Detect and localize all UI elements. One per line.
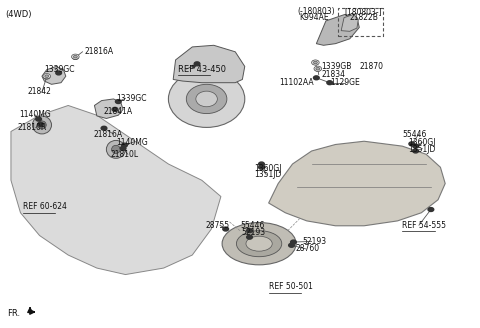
Circle shape bbox=[72, 55, 78, 59]
Text: 21834: 21834 bbox=[321, 70, 345, 79]
Text: REF 60-624: REF 60-624 bbox=[23, 202, 67, 212]
Circle shape bbox=[72, 54, 79, 59]
Polygon shape bbox=[95, 99, 123, 118]
Text: [180803-]: [180803-] bbox=[344, 7, 382, 16]
Circle shape bbox=[36, 117, 41, 121]
Circle shape bbox=[45, 75, 48, 77]
Polygon shape bbox=[316, 14, 360, 45]
Text: 21816A: 21816A bbox=[85, 47, 114, 56]
Circle shape bbox=[312, 61, 318, 65]
Ellipse shape bbox=[246, 236, 272, 251]
Text: 21841A: 21841A bbox=[104, 108, 133, 116]
Ellipse shape bbox=[186, 84, 227, 113]
Ellipse shape bbox=[112, 145, 120, 154]
Polygon shape bbox=[42, 67, 66, 84]
Circle shape bbox=[43, 73, 50, 79]
Text: 28755: 28755 bbox=[205, 221, 230, 230]
Text: 1140MG: 1140MG bbox=[116, 138, 148, 147]
Polygon shape bbox=[173, 45, 245, 83]
Circle shape bbox=[56, 71, 61, 75]
Circle shape bbox=[313, 76, 319, 80]
Text: 21870: 21870 bbox=[360, 62, 384, 71]
Circle shape bbox=[223, 227, 228, 231]
Text: 52193: 52193 bbox=[241, 228, 265, 237]
Polygon shape bbox=[11, 106, 221, 275]
Text: 21822B: 21822B bbox=[350, 13, 379, 22]
Circle shape bbox=[316, 68, 320, 70]
Circle shape bbox=[120, 146, 126, 150]
Circle shape bbox=[101, 126, 107, 130]
Circle shape bbox=[413, 144, 419, 148]
Text: 52193: 52193 bbox=[302, 237, 326, 246]
Text: 55446: 55446 bbox=[240, 221, 264, 230]
Text: 21842: 21842 bbox=[28, 87, 51, 96]
Circle shape bbox=[44, 75, 49, 79]
Ellipse shape bbox=[168, 71, 245, 127]
Text: 1339GB: 1339GB bbox=[321, 62, 351, 71]
Text: 11102AA: 11102AA bbox=[279, 78, 314, 87]
Circle shape bbox=[315, 67, 321, 71]
Circle shape bbox=[413, 149, 419, 153]
Circle shape bbox=[290, 240, 296, 244]
Text: 1129GE: 1129GE bbox=[331, 78, 360, 87]
Text: 21816A: 21816A bbox=[93, 130, 122, 138]
Circle shape bbox=[116, 100, 121, 104]
Text: 1360GJ: 1360GJ bbox=[408, 138, 435, 147]
Polygon shape bbox=[341, 14, 359, 31]
Polygon shape bbox=[269, 141, 445, 226]
Text: 1339GC: 1339GC bbox=[44, 65, 75, 73]
Ellipse shape bbox=[107, 140, 125, 158]
Circle shape bbox=[313, 61, 317, 64]
Text: 1360GJ: 1360GJ bbox=[254, 164, 282, 173]
Circle shape bbox=[288, 243, 294, 247]
Text: 1351JD: 1351JD bbox=[408, 145, 435, 154]
Ellipse shape bbox=[237, 231, 282, 257]
Text: (-180803): (-180803) bbox=[297, 7, 335, 16]
Circle shape bbox=[259, 165, 264, 169]
Text: 1140MG: 1140MG bbox=[20, 110, 51, 119]
Text: 1351JD: 1351JD bbox=[254, 170, 282, 179]
Circle shape bbox=[112, 107, 118, 111]
Circle shape bbox=[314, 66, 322, 71]
Text: K994AE: K994AE bbox=[300, 13, 329, 22]
Text: REF 50-501: REF 50-501 bbox=[269, 282, 312, 292]
Text: 21810L: 21810L bbox=[110, 150, 138, 159]
Circle shape bbox=[73, 55, 77, 58]
Text: 1339GC: 1339GC bbox=[116, 94, 146, 103]
Circle shape bbox=[259, 162, 264, 166]
Circle shape bbox=[327, 81, 333, 85]
Circle shape bbox=[194, 62, 200, 66]
Circle shape bbox=[409, 142, 415, 146]
Ellipse shape bbox=[222, 222, 296, 265]
Ellipse shape bbox=[196, 91, 217, 107]
Circle shape bbox=[37, 122, 43, 126]
Ellipse shape bbox=[37, 121, 46, 129]
Text: 21810R: 21810R bbox=[17, 123, 47, 132]
Circle shape bbox=[247, 229, 252, 233]
Circle shape bbox=[121, 143, 127, 147]
Text: 55446: 55446 bbox=[402, 130, 427, 138]
Text: 28760: 28760 bbox=[296, 244, 320, 254]
Circle shape bbox=[247, 235, 252, 239]
Circle shape bbox=[312, 60, 319, 65]
Text: REF 54-555: REF 54-555 bbox=[402, 221, 446, 230]
Ellipse shape bbox=[33, 116, 51, 134]
Text: REF 43-450: REF 43-450 bbox=[178, 65, 226, 73]
Circle shape bbox=[428, 208, 434, 212]
Text: FR.: FR. bbox=[7, 309, 20, 318]
Text: (4WD): (4WD) bbox=[5, 10, 32, 19]
